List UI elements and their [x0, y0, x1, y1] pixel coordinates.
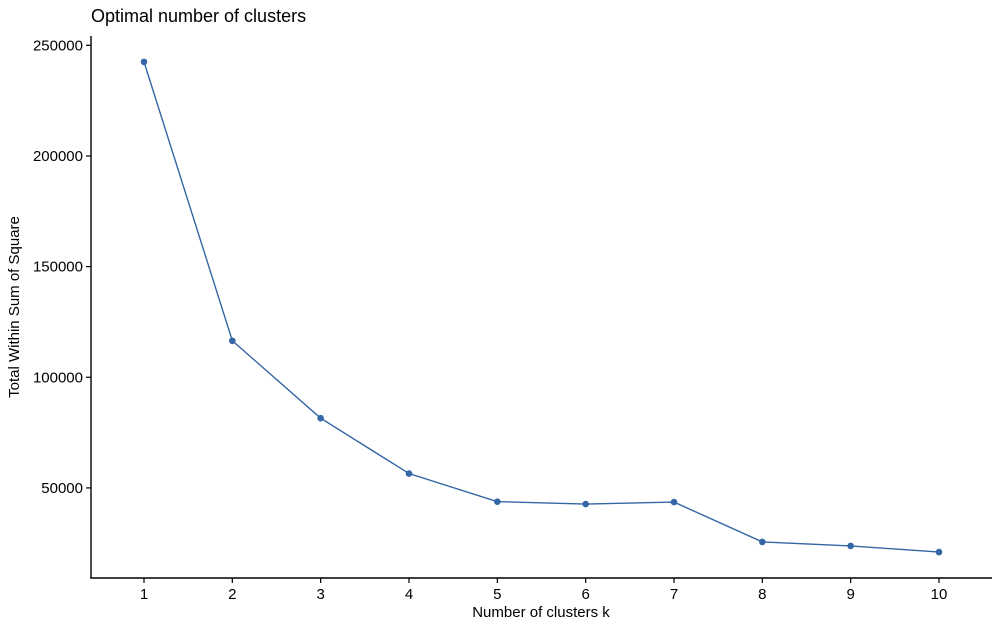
data-point — [229, 337, 236, 345]
x-tick-label: 7 — [670, 586, 678, 603]
y-tick-label: 250000 — [33, 37, 83, 54]
series-layer — [140, 58, 943, 556]
data-point — [582, 500, 589, 508]
y-tick-label: 200000 — [33, 148, 83, 165]
data-point — [759, 538, 766, 546]
x-axis-title: Number of clusters k — [472, 604, 610, 621]
data-point — [847, 542, 854, 550]
x-tick-label: 3 — [316, 586, 324, 603]
data-point — [317, 414, 324, 422]
data-point — [935, 548, 943, 556]
y-tick-label: 50000 — [41, 480, 83, 497]
x-tick-label: 1 — [140, 586, 148, 603]
x-tick-label: 5 — [493, 586, 501, 603]
y-tick-label: 100000 — [33, 369, 83, 386]
data-point — [140, 58, 148, 66]
x-tick-label: 4 — [405, 586, 413, 603]
series-line — [143, 61, 940, 553]
x-tick-label: 6 — [581, 586, 589, 603]
x-tick-label: 10 — [931, 586, 948, 603]
x-axis-ticks: 1 2 3 4 5 6 7 8 9 10 — [140, 578, 948, 603]
x-tick-label: 9 — [846, 586, 854, 603]
data-point — [670, 498, 678, 506]
y-tick-label: 150000 — [33, 259, 83, 276]
data-point — [405, 470, 413, 477]
x-tick-label: 8 — [758, 586, 766, 603]
y-axis-ticks: 50000 100000 150000 200000 250000 — [33, 37, 91, 497]
data-point — [494, 498, 501, 505]
x-tick-label: 2 — [228, 586, 236, 603]
y-axis-title: Total Within Sum of Square — [6, 216, 23, 398]
chart-title: Optimal number of clusters — [91, 6, 306, 26]
